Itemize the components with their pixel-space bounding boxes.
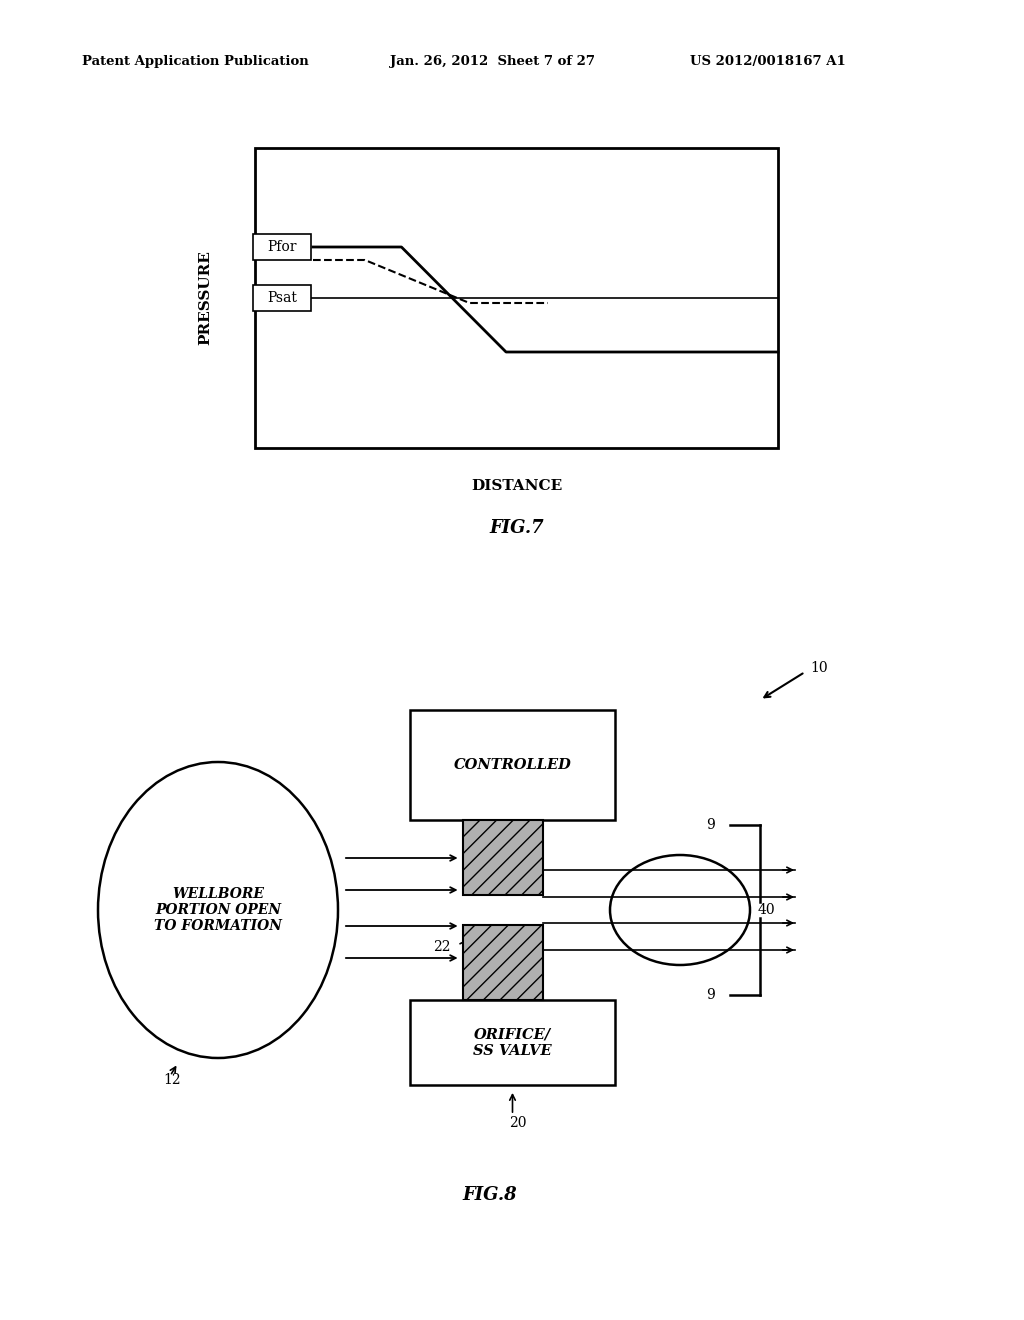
Text: 40: 40 — [758, 903, 775, 917]
Bar — [255, 148, 778, 447]
Text: DISTANCE: DISTANCE — [471, 479, 562, 492]
Text: 22: 22 — [641, 916, 658, 931]
Text: FIG.7: FIG.7 — [489, 519, 544, 537]
Text: 10: 10 — [810, 661, 827, 675]
Bar — [463, 925, 543, 1001]
Bar — [410, 710, 615, 820]
Text: US 2012/0018167 A1: US 2012/0018167 A1 — [690, 55, 846, 69]
Text: 38: 38 — [618, 880, 636, 894]
Text: 9: 9 — [707, 818, 715, 832]
Text: PRESSURE: PRESSURE — [198, 251, 212, 346]
Bar — [410, 1001, 615, 1085]
Text: Jan. 26, 2012  Sheet 7 of 27: Jan. 26, 2012 Sheet 7 of 27 — [390, 55, 595, 69]
Text: WELLBORE
PORTION OPEN
TO FORMATION: WELLBORE PORTION OPEN TO FORMATION — [154, 887, 282, 933]
Ellipse shape — [610, 855, 750, 965]
Bar — [253, 285, 311, 312]
Text: ORIFICE/
SS VALVE: ORIFICE/ SS VALVE — [473, 1027, 552, 1057]
Text: CONTROLLED: CONTROLLED — [454, 758, 571, 772]
Text: 20: 20 — [509, 1115, 526, 1130]
Bar — [463, 820, 543, 895]
Text: 22: 22 — [433, 940, 451, 954]
Text: Patent Application Publication: Patent Application Publication — [82, 55, 309, 69]
Text: Pfor: Pfor — [267, 240, 297, 253]
Text: 12: 12 — [163, 1073, 180, 1086]
Ellipse shape — [98, 762, 338, 1059]
Text: FIG.8: FIG.8 — [463, 1185, 517, 1204]
Bar — [253, 234, 311, 260]
Text: 9: 9 — [707, 987, 715, 1002]
Text: Psat: Psat — [267, 290, 297, 305]
Text: 36: 36 — [618, 896, 636, 909]
